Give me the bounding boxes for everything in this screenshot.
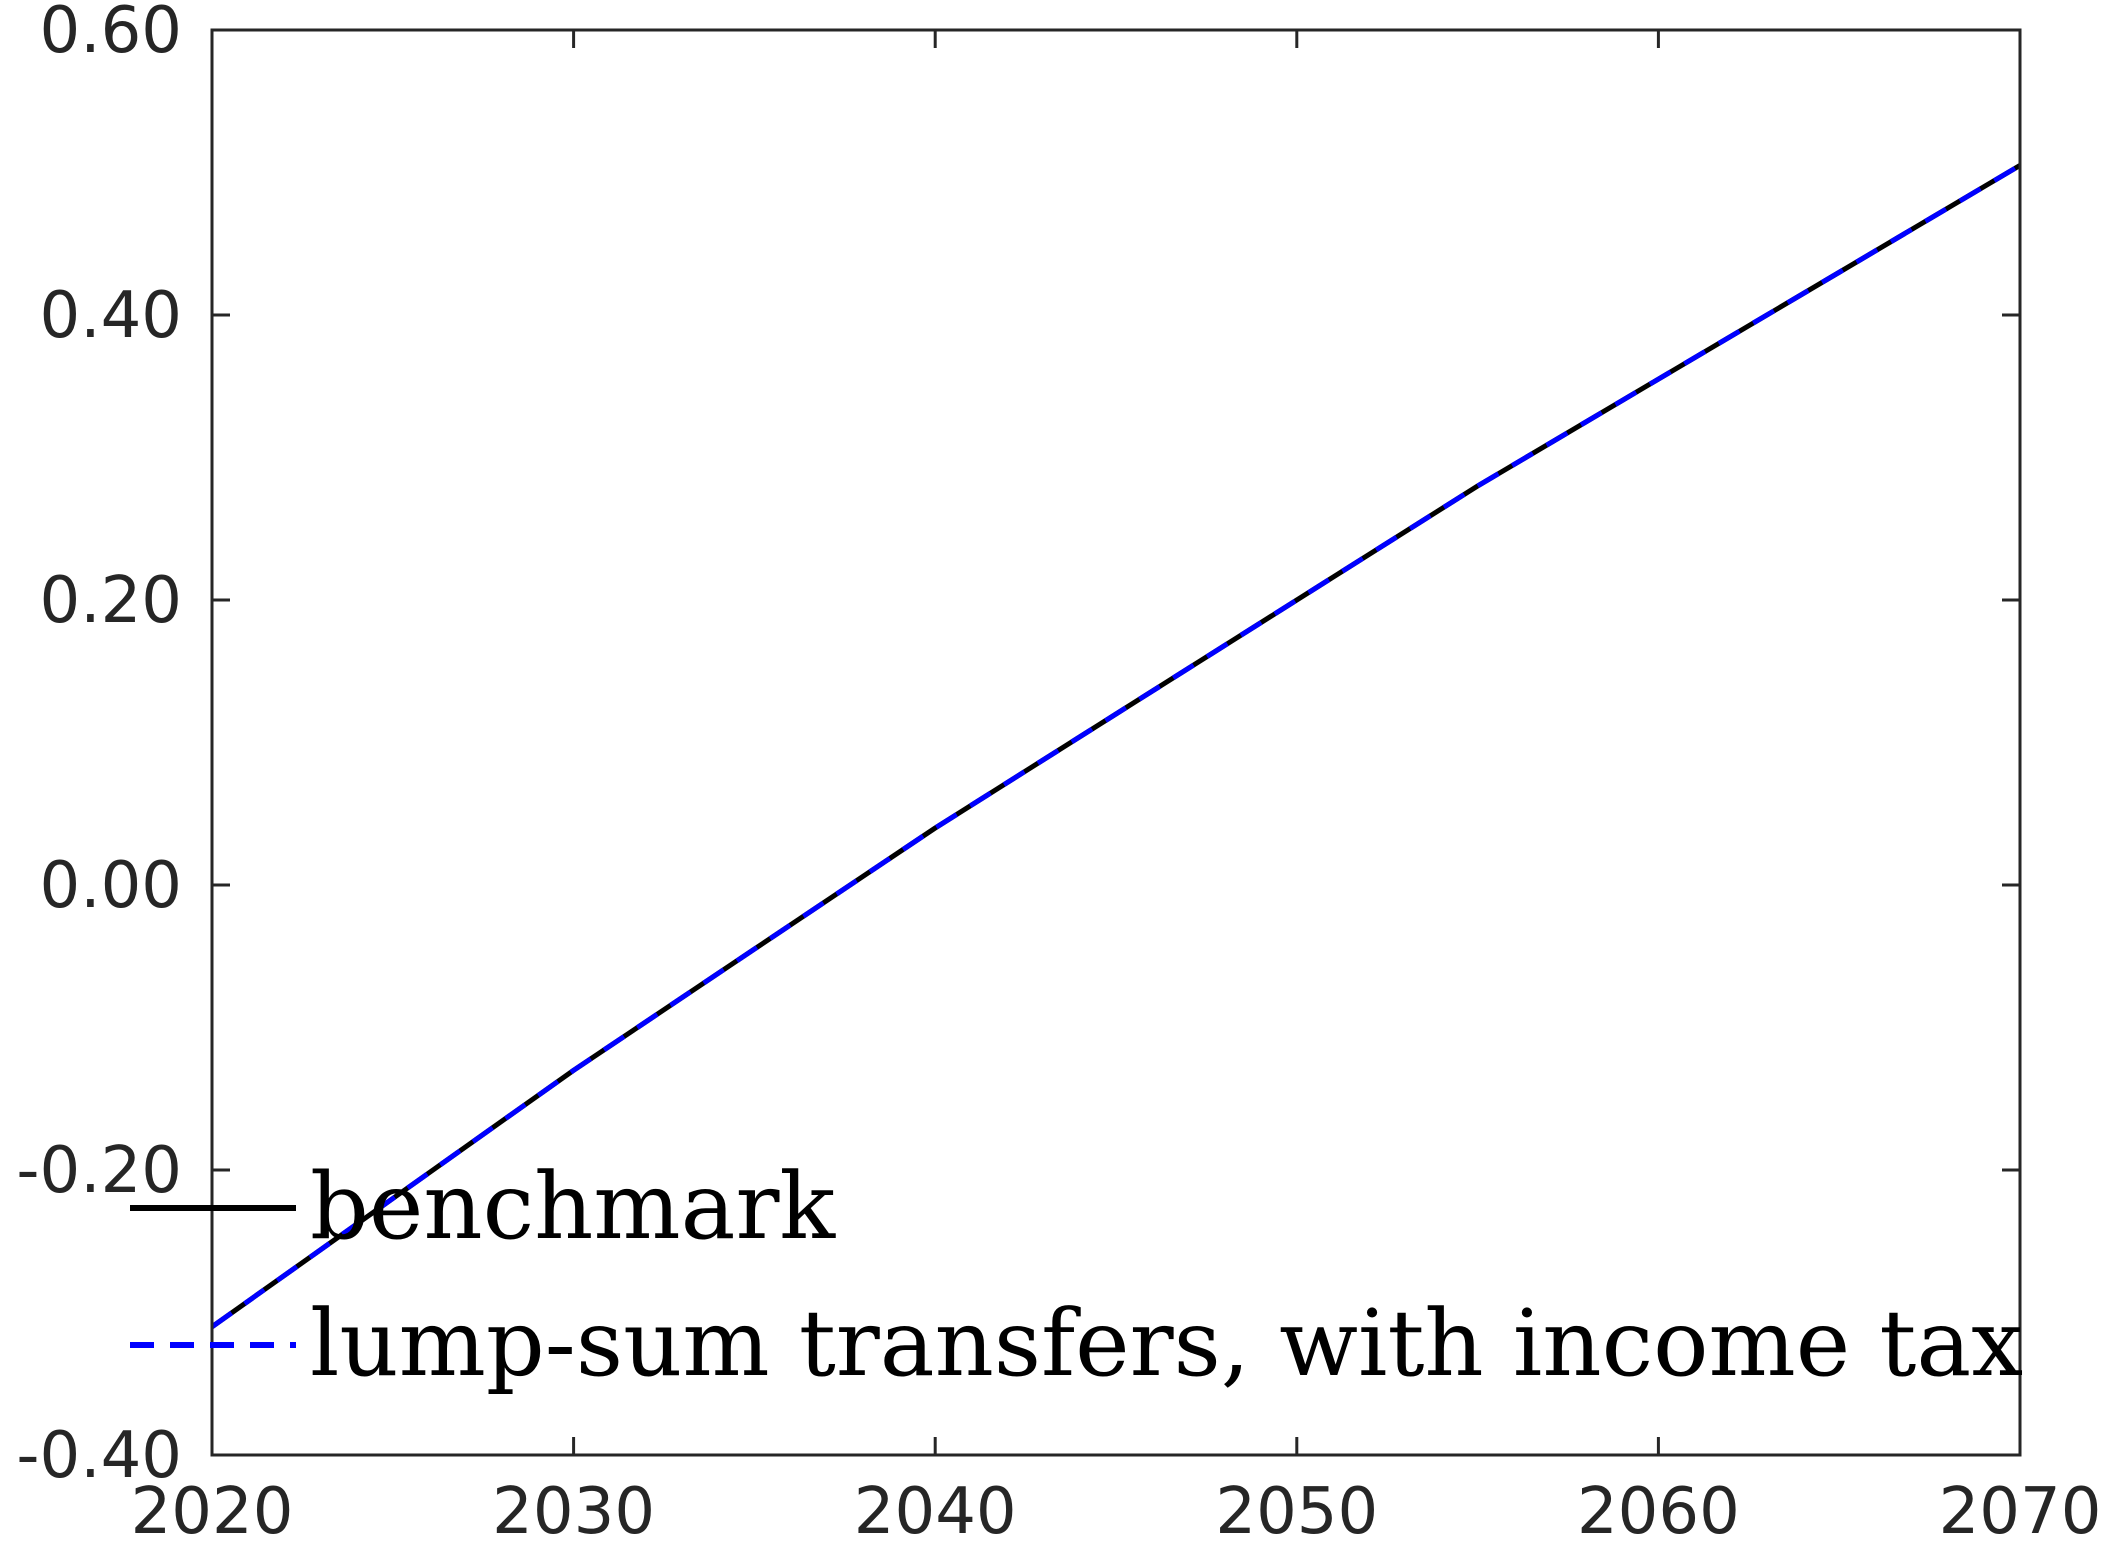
y-tick-label: 0.00 <box>40 849 183 923</box>
y-tick-label: 0.20 <box>40 564 183 638</box>
y-tick-label: 0.40 <box>40 279 183 353</box>
legend: benchmark lump-sum transfers, with income… <box>130 1153 2023 1397</box>
x-tick-label: 2040 <box>854 1475 1017 1549</box>
y-tick-label: -0.40 <box>16 1419 182 1493</box>
legend-label-2: lump-sum transfers, with income tax <box>310 1290 2023 1397</box>
y-tick-label: 0.60 <box>40 0 183 68</box>
x-tick-label: 2070 <box>1939 1475 2102 1549</box>
plot-area-frame <box>210 28 2022 1457</box>
series-layer <box>210 163 2022 1329</box>
legend-label-1: benchmark <box>310 1153 836 1260</box>
x-tick-label: 2050 <box>1215 1475 1378 1549</box>
y-tick-label: -0.20 <box>16 1134 182 1208</box>
x-tick-label: 2060 <box>1577 1475 1740 1549</box>
x-tick-label: 2020 <box>131 1475 294 1549</box>
series-line-2 <box>210 163 2022 1329</box>
x-tick-label: 2030 <box>492 1475 655 1549</box>
tick-labels: 2020 2030 2040 2050 2060 2070 -0.40 -0.20 0.00 0.… <box>16 0 2101 1549</box>
